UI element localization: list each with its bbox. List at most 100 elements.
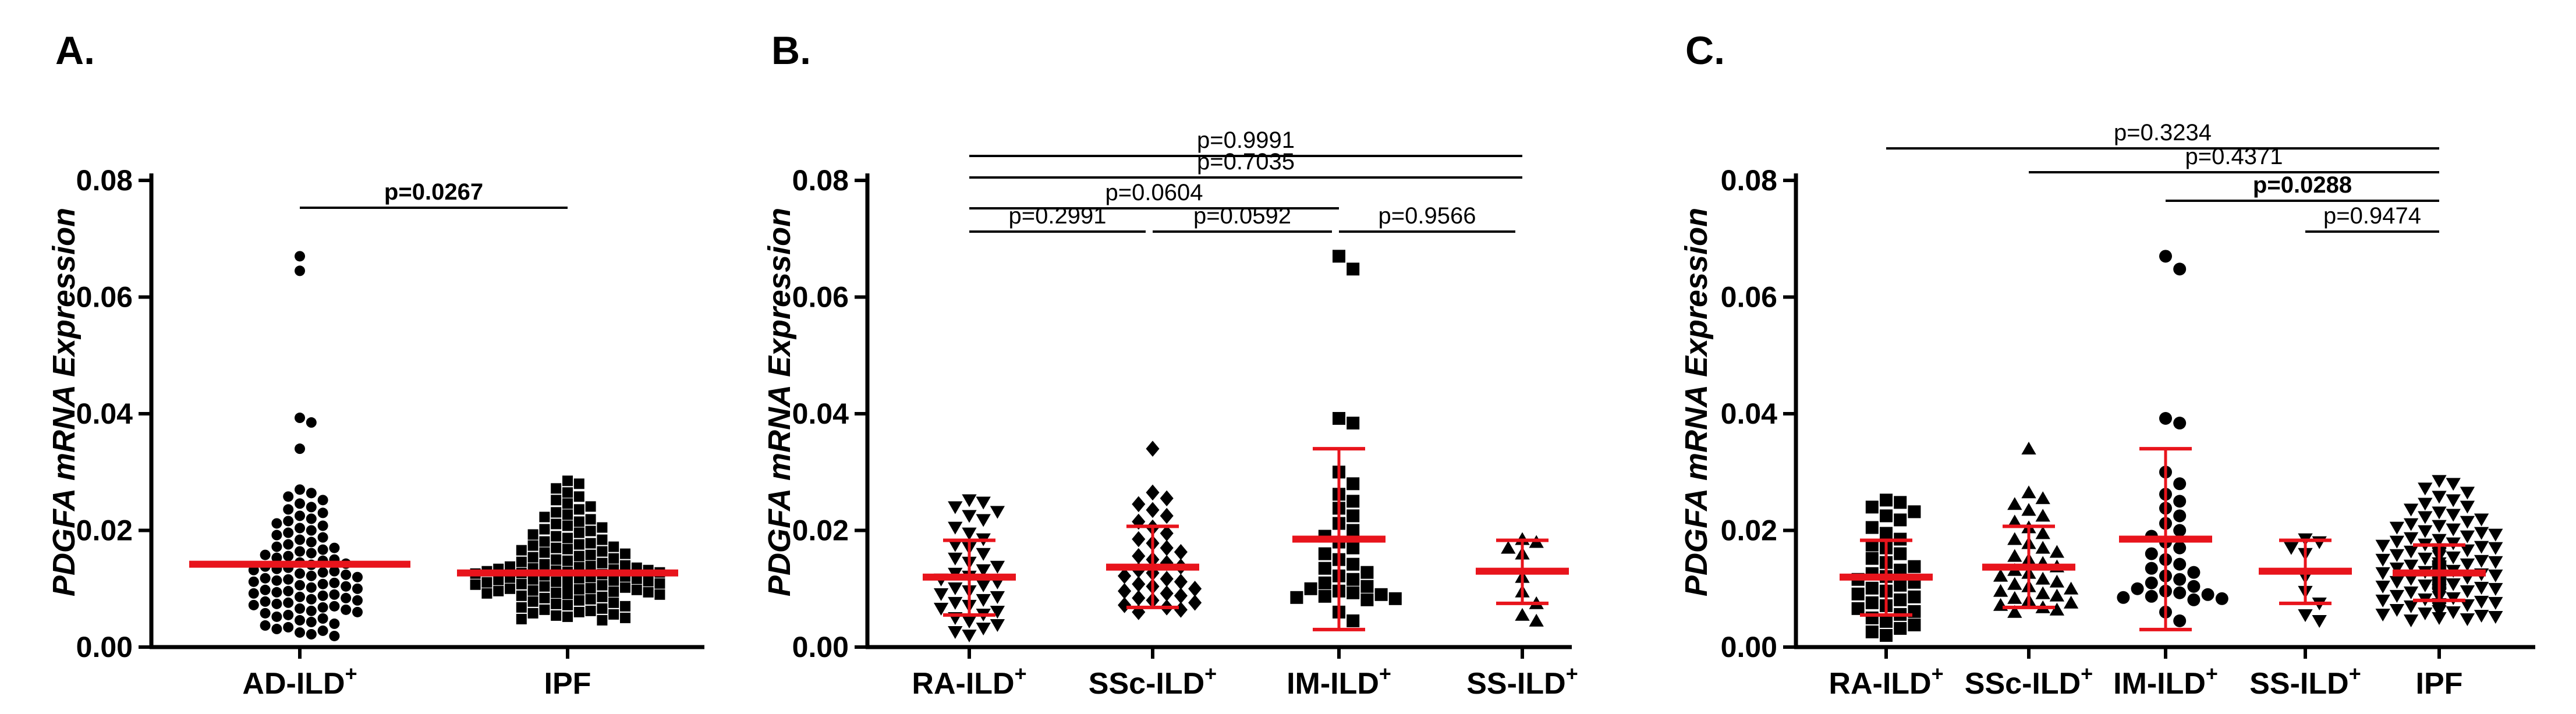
data-point bbox=[2063, 595, 2079, 609]
data-point bbox=[539, 559, 550, 570]
x-tick-label: SS-ILD+ bbox=[2249, 662, 2361, 701]
data-point bbox=[608, 575, 619, 586]
data-point bbox=[329, 601, 340, 612]
data-point bbox=[470, 579, 481, 590]
data-point bbox=[527, 540, 538, 551]
data-point bbox=[562, 555, 573, 566]
data-point bbox=[2474, 541, 2489, 554]
data-point bbox=[306, 502, 317, 513]
data-point bbox=[295, 580, 305, 591]
data-point bbox=[990, 605, 1005, 619]
data-point bbox=[295, 568, 305, 579]
data-point bbox=[1318, 562, 1331, 575]
data-point bbox=[2145, 576, 2158, 589]
data-point bbox=[597, 614, 608, 626]
data-point bbox=[341, 569, 352, 580]
data-point bbox=[1908, 560, 1921, 573]
data-point bbox=[2474, 527, 2489, 540]
y-tick-label: 0.08 bbox=[792, 164, 849, 197]
data-point bbox=[283, 585, 294, 596]
data-point bbox=[283, 539, 294, 550]
data-point bbox=[271, 518, 282, 529]
data-point bbox=[2474, 581, 2489, 595]
data-point bbox=[2418, 498, 2433, 511]
data-point bbox=[2187, 593, 2201, 606]
data-point bbox=[2460, 530, 2475, 544]
data-point bbox=[573, 478, 584, 489]
data-point bbox=[643, 576, 654, 587]
data-point bbox=[306, 605, 317, 616]
data-point bbox=[1347, 524, 1360, 537]
data-point bbox=[260, 584, 271, 595]
data-point bbox=[643, 587, 654, 598]
p-value-label: p=0.9474 bbox=[2323, 203, 2421, 229]
data-point bbox=[990, 506, 1005, 519]
data-point bbox=[2432, 491, 2447, 504]
data-point bbox=[933, 602, 949, 616]
data-point bbox=[990, 619, 1005, 633]
data-point bbox=[562, 487, 573, 498]
data-point bbox=[539, 604, 550, 615]
data-point bbox=[562, 544, 573, 555]
data-point bbox=[2460, 599, 2475, 612]
data-point bbox=[2389, 521, 2405, 535]
data-point bbox=[1851, 602, 1865, 615]
data-point bbox=[1146, 484, 1160, 501]
data-point bbox=[597, 591, 608, 602]
data-point bbox=[573, 491, 584, 502]
data-point bbox=[2418, 607, 2433, 620]
data-point bbox=[2488, 596, 2503, 610]
y-tick-label: 0.04 bbox=[1721, 397, 1778, 430]
x-tick-label: IPF bbox=[544, 667, 591, 701]
data-point bbox=[295, 498, 305, 509]
data-point bbox=[2173, 524, 2187, 537]
data-point bbox=[1160, 490, 1174, 507]
p-value-label: p=0.0604 bbox=[1105, 180, 1203, 205]
data-point bbox=[1894, 593, 1907, 606]
data-point bbox=[539, 536, 550, 547]
data-point bbox=[283, 491, 294, 502]
y-tick-label: 0.00 bbox=[792, 631, 849, 663]
data-point bbox=[948, 501, 963, 514]
data-point bbox=[2035, 491, 2050, 505]
x-tick-label: IM-ILD+ bbox=[2113, 662, 2218, 701]
data-point bbox=[990, 591, 1005, 604]
data-point bbox=[481, 577, 492, 588]
data-point bbox=[597, 603, 608, 614]
y-tick-label: 0.08 bbox=[1721, 164, 1777, 197]
data-point bbox=[317, 495, 328, 506]
data-point bbox=[1132, 548, 1146, 564]
data-point bbox=[317, 520, 328, 531]
data-point bbox=[260, 573, 271, 584]
data-point bbox=[516, 590, 527, 601]
data-point bbox=[271, 611, 282, 622]
data-point bbox=[1347, 586, 1360, 599]
data-point bbox=[1360, 566, 1374, 579]
data-point bbox=[1118, 597, 1132, 613]
data-point bbox=[585, 605, 596, 616]
data-point bbox=[585, 594, 596, 605]
data-point bbox=[1529, 613, 1544, 627]
data-point bbox=[283, 597, 294, 608]
data-point bbox=[2432, 506, 2447, 520]
data-point bbox=[341, 592, 352, 603]
data-point bbox=[2418, 525, 2433, 538]
data-point bbox=[2117, 591, 2130, 604]
p-value-label: p=0.9991 bbox=[1197, 127, 1295, 153]
data-point bbox=[608, 541, 619, 552]
data-point bbox=[306, 594, 317, 605]
y-tick-label: 0.08 bbox=[76, 164, 133, 197]
panel-label: A. bbox=[55, 29, 95, 73]
data-point bbox=[352, 571, 363, 582]
data-point bbox=[295, 627, 305, 638]
data-point bbox=[2035, 586, 2050, 599]
data-point bbox=[562, 611, 573, 622]
data-point bbox=[1132, 531, 1146, 548]
data-point bbox=[608, 609, 619, 620]
data-point bbox=[329, 542, 340, 553]
data-point bbox=[562, 498, 573, 509]
data-point bbox=[608, 597, 619, 608]
data-point bbox=[1347, 573, 1360, 586]
data-point bbox=[527, 574, 538, 585]
data-point bbox=[1880, 628, 1893, 642]
